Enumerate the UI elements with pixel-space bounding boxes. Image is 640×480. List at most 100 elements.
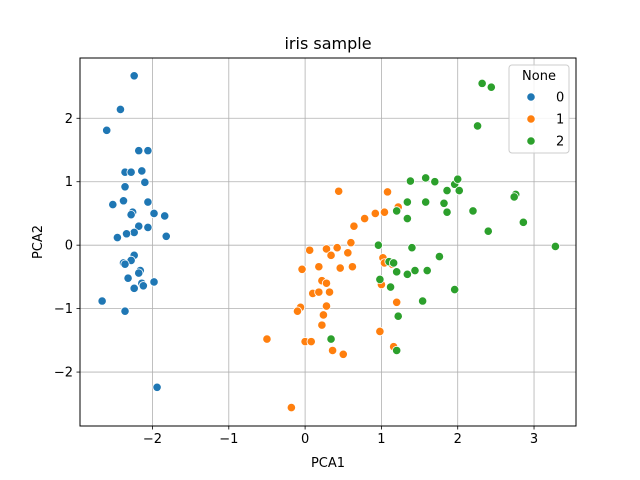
scatter-point-series-0 (143, 197, 153, 207)
legend-marker (526, 92, 536, 102)
scatter-point-series-0 (97, 296, 107, 306)
x-tick-label: 1 (377, 432, 385, 447)
x-tick-label: 0 (301, 432, 309, 447)
scatter-point-series-1 (327, 345, 338, 356)
scatter-point-series-0 (143, 222, 153, 233)
scatter-point-series-0 (140, 177, 150, 187)
y-tick-label: 2 (65, 112, 73, 127)
y-tick-label: 0 (65, 239, 73, 254)
ticks: −2 −1 0 1 2 3 −2 −1 0 1 2 (54, 112, 538, 447)
scatter-point-series-0 (143, 146, 153, 156)
legend-box (508, 64, 570, 154)
scatter-point-series-1 (338, 349, 348, 359)
scatter-point-series-2 (402, 269, 412, 279)
x-tick-label: −1 (219, 432, 238, 447)
scatter-point-series-1 (347, 262, 358, 272)
scatter-point-series-2 (385, 282, 396, 292)
scatter-point-series-0 (152, 382, 162, 392)
scatter-point-series-1 (349, 221, 359, 231)
scatter-point-series-1 (379, 207, 390, 217)
scatter-point-series-0 (126, 167, 136, 177)
scatter-point-series-2 (509, 192, 519, 202)
y-tick-label: −1 (54, 302, 73, 317)
scatter-point-series-2 (373, 240, 383, 250)
scatter-point-series-2 (421, 197, 431, 207)
scatter-point-series-1 (335, 263, 345, 273)
x-tick-label: 3 (530, 432, 538, 447)
scatter-point-series-0 (118, 196, 129, 206)
scatter-point-series-2 (402, 213, 412, 224)
scatter-point-series-2 (483, 226, 493, 236)
x-tick-label: 2 (454, 432, 462, 447)
scatter-point-series-1 (321, 278, 332, 288)
scatter-point-series-1 (292, 306, 303, 316)
scatter-point-series-0 (138, 281, 148, 291)
scatter-point-series-1 (324, 287, 335, 297)
scatter-point-series-0 (160, 211, 170, 221)
scatter-point-series-1 (321, 244, 332, 254)
scatter-point-series-0 (102, 125, 112, 135)
scatter-point-series-1 (382, 187, 393, 197)
scatter-point-series-1 (317, 320, 327, 330)
scatter-point-series-1 (306, 337, 316, 347)
scatter-point-series-0 (161, 231, 171, 241)
scatter-point-series-0 (108, 199, 118, 210)
chart-title: iris sample (284, 34, 371, 53)
scatter-point-series-0 (121, 229, 132, 239)
scatter-point-series-1 (332, 243, 342, 253)
scatter-point-series-0 (126, 210, 136, 220)
scatter-point-series-0 (129, 227, 139, 238)
scatter-point-series-2 (442, 186, 452, 196)
scatter-point-series-1 (321, 301, 332, 311)
legend-entry: 0 (556, 91, 564, 106)
legend: None 0 1 2 (508, 64, 570, 154)
scatter-point-series-2 (392, 206, 402, 216)
scatter-point-series-0 (149, 208, 159, 219)
scatter-point-series-0 (120, 306, 130, 316)
y-tick-label: −2 (54, 366, 73, 381)
scatter-point-series-1 (334, 186, 344, 196)
legend-marker (526, 136, 536, 146)
scatter-point-series-2 (326, 334, 336, 344)
scatter-point-series-2 (550, 241, 560, 252)
scatter-point-series-0 (115, 104, 126, 114)
scatter-point-series-0 (112, 232, 122, 243)
scatter-point-series-1 (326, 250, 336, 260)
scatter-point-series-1 (286, 402, 296, 413)
scatter-point-series-2 (421, 173, 431, 183)
legend-entry: 2 (556, 135, 564, 150)
y-tick-label: 1 (65, 175, 73, 190)
scatter-point-series-2 (454, 186, 464, 196)
scatter-point-series-2 (422, 265, 432, 276)
y-axis-label: PCA2 (31, 225, 46, 259)
scatter-point-series-2 (453, 174, 463, 184)
scatter-point-series-2 (393, 311, 403, 321)
scatter-point-series-2 (405, 176, 416, 186)
legend-title: None (522, 69, 556, 84)
legend-marker (526, 114, 536, 124)
scatter-point-series-2 (434, 251, 445, 262)
scatter-point-series-2 (518, 217, 528, 227)
scatter-point-series-2 (430, 177, 440, 187)
grid (80, 58, 576, 426)
plot-frame (79, 57, 577, 427)
scatter-point-series-2 (402, 197, 412, 207)
scatter-point-series-2 (439, 198, 449, 208)
x-tick-label: −2 (143, 432, 162, 447)
scatter-point-series-2 (450, 284, 460, 295)
scatter-point-series-0 (120, 182, 130, 192)
scatter-point-series-1 (343, 248, 353, 258)
x-axis-label: PCA1 (311, 456, 345, 471)
legend-entry: 1 (556, 113, 564, 128)
scatter-point-series-1 (392, 297, 402, 307)
scatter-point-series-2 (392, 267, 402, 277)
scatter-point-series-1 (375, 326, 385, 337)
scatter-point-series-2 (407, 243, 417, 253)
scatter-point-series-1 (305, 245, 315, 255)
scatter-point-series-2 (486, 82, 496, 92)
data-points (97, 71, 560, 413)
scatter-point-series-2 (392, 345, 402, 356)
scatter-point-series-2 (468, 206, 478, 216)
scatter-point-series-1 (318, 310, 329, 320)
scatter-point-series-1 (314, 262, 324, 272)
